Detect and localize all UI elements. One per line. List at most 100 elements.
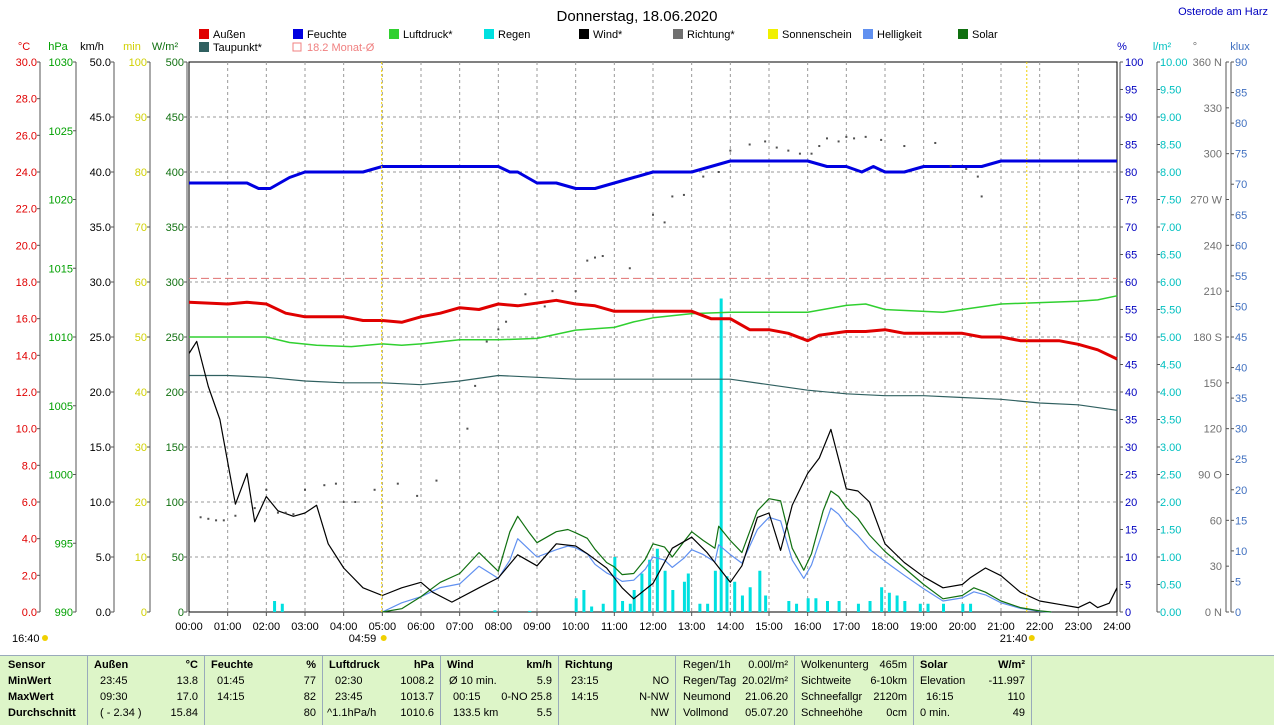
axis-tick-label-deg: 300 [1204,149,1222,161]
direction-point [199,516,202,519]
x-axis-tick-label: 16:00 [794,621,822,633]
rain-bar [764,595,768,612]
legend-swatch-monthly-avg [292,42,302,52]
legend-swatch [863,29,873,39]
axis-tick-label-min: 30 [135,442,147,454]
rain-bar [655,548,659,612]
stats-richtung: Richtung 23:15 NO 14:15 N-NW NW [559,656,676,725]
axis-tick-label-wm2: 500 [166,57,184,69]
stats-regen: Regen/1h 0.00l/m² Regen/Tag 20.02l/m² Ne… [676,656,795,725]
weather-chart: Donnerstag, 18.06.2020 Osterode am Harz … [12,6,1268,645]
direction-point [207,517,210,520]
stats-solar-time: 16:15 [926,691,954,703]
axis-unit-pct: % [1117,41,1127,53]
series-line-helligkeit [382,507,1052,613]
axis-tick-label-pct: 20 [1125,497,1137,509]
direction-point [965,167,968,170]
x-axis-tick-label: 24:00 [1103,621,1131,633]
direction-point [934,141,937,144]
direction-point [845,135,848,138]
stats-wind: Wind km/h Ø 10 min. 5.9 00:15 0-NO 25.8 … [441,656,559,725]
x-axis-tick-label: 02:00 [253,621,281,633]
stats-solar-unit: W/m² [998,659,1025,671]
rain-bar [663,570,667,612]
axis-tick-label-temp: 26.0 [16,130,37,142]
axis-tick-label-temp: 24.0 [16,167,37,179]
axis-unit-klux: klux [1230,41,1250,53]
stats-richtung-header: Richtung [565,659,613,671]
direction-point [292,513,295,516]
direction-point [354,501,357,503]
direction-point [253,507,256,510]
x-axis-tick-label: 09:00 [523,621,551,633]
rain-bar [280,603,284,612]
axis-tick-label-lm2: 9.50 [1160,85,1181,97]
axis-tick-label-klux: 15 [1235,515,1247,527]
axis-tick-label-kmh: 40.0 [90,167,111,179]
x-axis-tick-label: 07:00 [446,621,474,633]
stats-aussen-value: 13.8 [176,675,198,687]
legend-label: Luftdruck* [403,29,453,41]
chart-legend: Außen Feuchte Luftdruck* Regen Wind* Richtung… [199,29,998,54]
rain-bar [740,595,744,612]
stats-richtung-time: 23:15 [571,675,599,687]
axis-tick-label-hpa: 1020 [49,195,73,207]
stats-wolken-label: Sichtweite [801,675,852,687]
direction-point [543,305,546,308]
direction-point [717,171,720,173]
axis-tick-label-klux: 70 [1235,179,1247,191]
axis-tick-label-klux: 25 [1235,454,1247,466]
axis-unit-kmh: km/h [80,41,104,53]
direction-point [524,293,527,296]
direction-point [276,511,279,514]
axis-tick-label-min: 10 [135,552,147,564]
rain-bar [601,603,605,612]
axis-tick-label-min: 100 [129,57,147,69]
axis-tick-label-temp: 10.0 [16,424,37,436]
axis-tick-label-temp: 18.0 [16,277,37,289]
direction-point [485,340,488,343]
axis-tick-label-lm2: 0.00 [1160,607,1181,619]
axis-tick-label-pct: 70 [1125,222,1137,234]
rain-bar [942,603,945,612]
direction-point [594,256,596,259]
axis-tick-label-pct: 25 [1125,470,1137,482]
axis-tick-label-wm2: 150 [166,442,184,454]
legend-label: Feuchte [307,29,347,41]
stats-sensor-row: MinWert [8,675,52,687]
stats-sensor-row: MaxWert [8,691,54,703]
axis-tick-label-deg: 180 S [1193,332,1222,344]
axis-tick-label-klux: 30 [1235,424,1247,436]
axis-tick-label-klux: 90 [1235,57,1247,69]
rain-bar [758,570,762,612]
sun-times: 16:40 04:59 21:40 [12,62,1035,645]
axis-tick-label-lm2: 10.00 [1160,57,1188,69]
rain-bar [671,590,675,612]
axis-tick-label-klux: 20 [1235,485,1247,497]
stats-regen-label: Regen/1h [683,659,731,671]
rain-bar [826,601,829,612]
axis-tick-label-lm2: 8.00 [1160,167,1181,179]
stats-aussen-unit: °C [185,659,198,671]
x-axis-tick-label: 08:00 [485,621,513,633]
direction-point [818,145,821,148]
stats-luftdruck-value: 1010.6 [400,707,434,719]
rain-bar [733,581,737,612]
x-axis-tick-label: 13:00 [678,621,706,633]
axis-tick-label-deg: 120 [1204,424,1222,436]
axis-tick-label-deg: 30 [1210,561,1222,573]
direction-point [601,255,604,258]
axis-tick-label-pct: 65 [1125,250,1137,262]
axis-tick-label-klux: 65 [1235,210,1247,222]
x-axis-tick-label: 21:00 [987,621,1015,633]
stats-wolken-value: 6-10km [870,675,907,687]
stats-solar-value: 49 [1012,707,1025,719]
legend-label: Helligkeit [877,29,922,41]
x-axis-tick-label: 15:00 [755,621,783,633]
stats-regen-label: Neumond [683,691,731,703]
stats-luftdruck-unit: hPa [413,659,434,671]
rain-bar [806,598,810,612]
sun-label-left: 16:40 [12,633,40,645]
axis-tick-label-temp: 6.0 [22,497,37,509]
direction-point [628,267,631,270]
